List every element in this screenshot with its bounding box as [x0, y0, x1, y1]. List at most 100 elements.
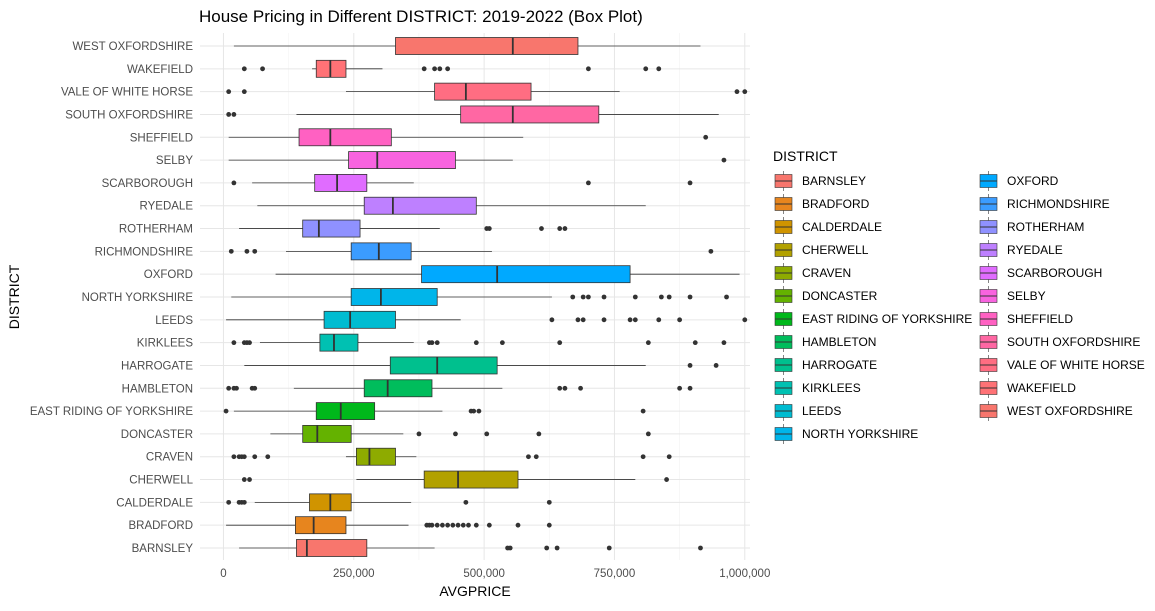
outlier-point	[252, 454, 258, 460]
outlier-point	[640, 408, 646, 414]
x-tick-label: 750,000	[594, 568, 636, 580]
iqr-box	[395, 37, 579, 55]
outlier-point	[557, 226, 563, 231]
outlier-point	[721, 340, 727, 346]
outlier-point	[533, 454, 539, 460]
y-tick-label: SHEFFIELD	[130, 132, 193, 144]
legend-item: CRAVEN	[774, 263, 851, 283]
y-tick-label: LEEDS	[155, 315, 193, 327]
outlier-point	[627, 317, 633, 323]
y-tick-label: WAKEFIELD	[127, 64, 193, 76]
outlier-point	[473, 522, 479, 528]
iqr-box	[296, 539, 368, 557]
box-doncaster	[270, 425, 651, 443]
outlier-point	[632, 294, 638, 300]
outlier-point	[666, 454, 672, 460]
legend-label: KIRKLEES	[802, 381, 861, 395]
outlier-point	[476, 408, 482, 414]
outlier-point	[692, 340, 698, 346]
outlier-point	[640, 454, 646, 460]
outlier-point	[455, 522, 461, 528]
outlier-point	[632, 317, 638, 323]
outlier-point	[546, 522, 552, 528]
outlier-point	[260, 66, 265, 72]
iqr-box	[421, 265, 631, 284]
outlier-point	[499, 340, 505, 346]
legend-item: SHEFFIELD	[979, 309, 1073, 329]
iqr-box	[350, 242, 412, 261]
y-tick-label: KIRKLEES	[137, 338, 194, 350]
x-tick-labels: 0 250,000 500,000 750,000 1,000,000	[220, 568, 770, 580]
iqr-box	[350, 288, 438, 306]
box-vale-of-white-horse	[226, 82, 748, 101]
outlier-point	[687, 180, 693, 186]
outlier-point	[580, 294, 586, 300]
outlier-point	[440, 522, 445, 528]
outlier-point	[241, 477, 247, 482]
x-axis-title: AVGPRICE	[439, 583, 510, 599]
outlier-point	[664, 477, 669, 482]
outlier-point	[549, 317, 555, 323]
legend-item: WAKEFIELD	[979, 378, 1076, 398]
box-barnsley	[239, 539, 703, 557]
outlier-point	[539, 226, 544, 231]
y-tick-label: RICHMONDSHIRE	[95, 246, 194, 258]
legend-label: ROTHERHAM	[1007, 220, 1084, 234]
iqr-box	[363, 196, 477, 215]
outlier-point	[658, 294, 664, 300]
outlier-point	[713, 363, 719, 368]
box-rotherham	[239, 219, 568, 238]
outlier-point	[546, 499, 552, 505]
iqr-box	[298, 128, 392, 147]
legend-label: OXFORD	[1007, 174, 1059, 188]
legend-item: CALDERDALE	[774, 217, 882, 237]
outlier-point	[544, 545, 550, 551]
outlier-point	[580, 317, 586, 323]
box-north-yorkshire	[231, 288, 729, 306]
y-tick-label: RYEDALE	[140, 201, 194, 213]
outlier-point	[601, 294, 607, 300]
box-leeds	[226, 310, 748, 329]
outlier-point	[687, 294, 693, 300]
outlier-point	[421, 66, 427, 72]
outlier-point	[656, 317, 662, 323]
outlier-point	[645, 340, 651, 346]
outlier-point	[486, 226, 492, 231]
iqr-box	[434, 82, 532, 101]
box-richmondshire	[228, 242, 714, 261]
outlier-point	[241, 66, 247, 72]
legend-label: DONCASTER	[802, 289, 878, 303]
legend-label: NORTH YORKSHIRE	[802, 427, 918, 441]
outlier-point	[515, 522, 521, 528]
legend-item: HARROGATE	[774, 355, 877, 375]
x-tick-label: 0	[220, 568, 226, 580]
legend-item: HAMBLETON	[774, 332, 876, 352]
legend-label: CHERWELL	[802, 243, 869, 257]
legend-label: CRAVEN	[802, 266, 851, 280]
outlier-point	[734, 89, 740, 95]
outlier-point	[265, 454, 271, 460]
legend-label: LEEDS	[802, 404, 841, 418]
legend-label: SHEFFIELD	[1007, 312, 1073, 326]
outlier-point	[484, 431, 490, 437]
iqr-box	[314, 174, 368, 192]
outlier-point	[606, 545, 612, 551]
outlier-point	[460, 522, 466, 528]
iqr-box	[460, 105, 600, 124]
iqr-box	[423, 470, 519, 489]
legend-label: BRADFORD	[802, 197, 870, 211]
outlier-point	[724, 294, 729, 300]
outlier-point	[742, 89, 748, 95]
box-west-oxfordshire	[233, 37, 701, 55]
outlier-point	[486, 522, 492, 528]
outlier-point	[450, 522, 456, 528]
x-tick-label: 500,000	[463, 568, 505, 580]
outlier-point	[252, 385, 258, 391]
legend-label: WEST OXFORDSHIRE	[1007, 404, 1133, 418]
y-tick-label: DONCASTER	[121, 429, 193, 441]
outlier-point	[252, 248, 258, 254]
box-layer	[223, 37, 748, 557]
outlier-point	[241, 454, 247, 460]
outlier-point	[226, 89, 232, 95]
legend-item: BARNSLEY	[774, 171, 866, 191]
